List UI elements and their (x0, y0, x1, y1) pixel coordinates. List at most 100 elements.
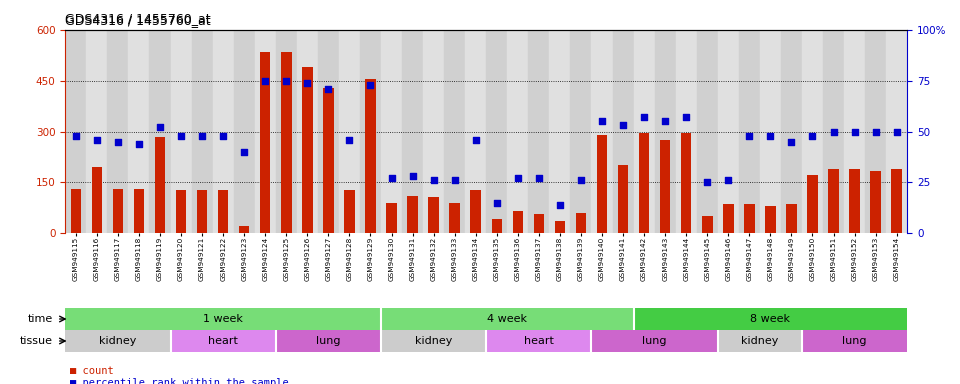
Bar (718, 30, 739, 233)
Bar (176, 190, 186, 233)
Text: heart: heart (524, 336, 554, 346)
Bar (108, 30, 129, 233)
Point (573, 177, 588, 183)
Bar (576, 213, 587, 233)
Bar (744, 204, 755, 233)
Bar (591, 30, 612, 233)
Text: time: time (28, 314, 53, 324)
Bar (65, 330, 171, 352)
Bar (254, 30, 276, 233)
Bar (760, 30, 780, 233)
Bar (765, 206, 776, 233)
Point (804, 132, 820, 139)
Point (700, 179, 715, 185)
Point (868, 128, 883, 134)
Bar (555, 221, 565, 233)
Bar (570, 30, 591, 233)
Bar (892, 169, 902, 233)
Point (615, 122, 631, 129)
Point (405, 173, 420, 179)
Point (342, 137, 357, 143)
Point (889, 128, 904, 134)
Bar (386, 202, 396, 233)
Text: 8 week: 8 week (751, 314, 790, 324)
Point (468, 137, 484, 143)
Point (847, 128, 862, 134)
Bar (486, 330, 591, 352)
Bar (381, 330, 486, 352)
Point (489, 199, 504, 205)
Bar (345, 190, 354, 233)
Point (762, 132, 778, 139)
Point (257, 78, 273, 84)
Bar (723, 204, 733, 233)
Bar (780, 30, 802, 233)
Bar (618, 166, 628, 233)
Text: kidney: kidney (99, 336, 136, 346)
Bar (65, 308, 381, 330)
Point (89, 137, 105, 143)
Point (447, 177, 463, 183)
Point (658, 118, 673, 124)
Bar (823, 30, 844, 233)
Point (426, 177, 442, 183)
Bar (697, 30, 718, 233)
Bar (318, 30, 339, 233)
Bar (886, 30, 907, 233)
Point (783, 139, 799, 145)
Text: kidney: kidney (415, 336, 452, 346)
Text: kidney: kidney (741, 336, 779, 346)
Bar (449, 202, 460, 233)
Point (278, 78, 294, 84)
Bar (65, 30, 86, 233)
Bar (297, 30, 318, 233)
Bar (365, 79, 375, 233)
Bar (407, 196, 418, 233)
Point (215, 132, 230, 139)
Bar (802, 30, 823, 233)
Text: lung: lung (642, 336, 667, 346)
Text: tissue: tissue (19, 336, 53, 346)
Bar (402, 30, 423, 233)
Bar (844, 30, 865, 233)
Point (363, 82, 378, 88)
Text: ■ count: ■ count (70, 366, 114, 376)
Point (321, 86, 336, 92)
Bar (233, 30, 254, 233)
Bar (192, 30, 212, 233)
Bar (150, 30, 171, 233)
Text: 1 week: 1 week (204, 314, 243, 324)
Bar (212, 30, 233, 233)
Bar (786, 204, 797, 233)
Bar (718, 330, 802, 352)
Bar (739, 30, 760, 233)
Bar (276, 30, 297, 233)
Point (236, 149, 252, 155)
Bar (281, 52, 292, 233)
Bar (612, 30, 634, 233)
Point (174, 132, 189, 139)
Point (384, 175, 399, 181)
Bar (802, 330, 907, 352)
Bar (218, 190, 228, 233)
Bar (591, 330, 718, 352)
Bar (828, 169, 839, 233)
Bar (112, 189, 123, 233)
Bar (638, 133, 649, 233)
Bar (634, 308, 907, 330)
Bar (681, 133, 691, 233)
Text: 4 week: 4 week (488, 314, 527, 324)
Bar (260, 52, 271, 233)
Bar (676, 30, 697, 233)
Bar (597, 135, 608, 233)
Point (300, 80, 315, 86)
Bar (129, 30, 150, 233)
Bar (155, 137, 165, 233)
Bar (70, 189, 81, 233)
Text: lung: lung (316, 336, 341, 346)
Bar (702, 216, 712, 233)
Point (195, 132, 210, 139)
Bar (381, 30, 402, 233)
Text: GDS4316 / 1455760_at: GDS4316 / 1455760_at (65, 15, 211, 27)
Bar (133, 189, 144, 233)
